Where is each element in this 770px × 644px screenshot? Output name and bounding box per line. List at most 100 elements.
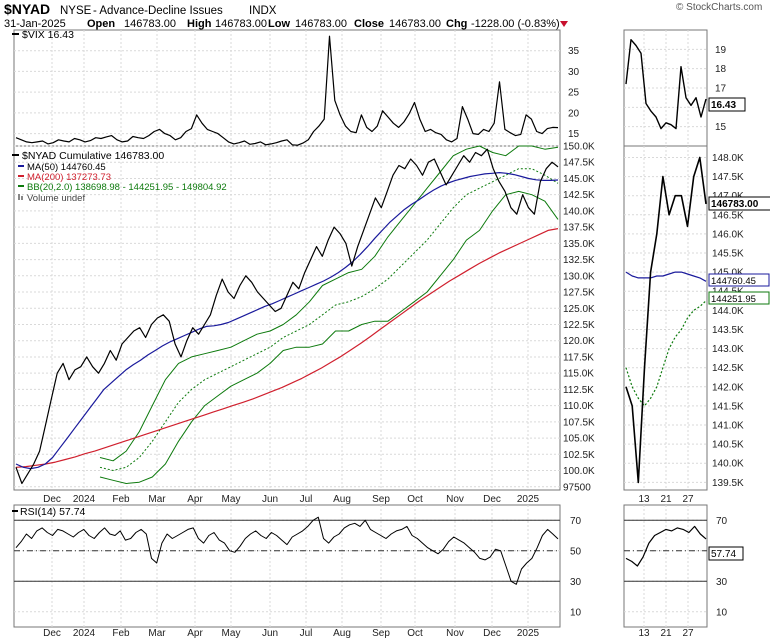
rsi-xtick-1: 2024 [73,628,96,639]
nyad-zoom-tick-12: 145.5K [712,249,744,260]
nyad-zoom-tick-6: 142.5K [712,363,744,374]
ma50-value-tag [708,273,770,287]
nyad-xtick-13: 2025 [517,494,540,505]
bb-value-tag [708,291,770,305]
nyad-tick-6: 112.5K [563,385,594,396]
nyad-zoom-tick-3: 141.0K [712,421,744,432]
nyad-tick-0: 97500 [563,482,591,493]
rsiZ-xtick-0: 13 [638,628,650,639]
legend-bb-label: BB(20,2.0) 138698.98 - 144251.95 - 14980… [27,182,227,193]
watermark: © StockCharts.com [676,2,762,13]
nyad-xtick-12: Dec [483,494,501,505]
close-value: 146783.00 [389,18,441,30]
nyad-tick-12: 127.5K [563,288,595,299]
ma50-zoom-line [625,271,707,282]
nyad-value-tag-text: 146783.00 [711,199,759,210]
rsi-xtick-0: Dec [43,628,61,639]
ma200-line [15,228,559,468]
panel-frame-rsi [13,504,561,628]
bb-middle-zoom-line [625,300,707,407]
nyad-tick-4: 107.5K [563,417,595,428]
nyad-xtick-11: Nov [446,494,464,505]
legend-ma50-label: MA(50) 144760.45 [27,162,106,173]
legend-nyad-label: $NYAD Cumulative 146783.00 [22,150,164,162]
legend-nyad: $NYAD Cumulative 146783.00 MA(50) 144760… [12,150,227,204]
rsi-zoom-tick-1: 30 [716,577,728,588]
bb-middle-line [99,168,559,471]
symbol-label: $NYAD [4,1,50,17]
down-arrow-icon [560,21,568,27]
rsi-xtick-9: Sep [372,628,390,639]
vix-tick-0: 15 [568,129,580,140]
axis-labels: 1520253035151617181997500100.0K102.5K105… [43,45,744,639]
legend-rsi-label: RSI(14) 57.74 [20,506,86,518]
index-tag: INDX [249,5,277,17]
nyad-tick-8: 117.5K [563,352,594,363]
nyad-xtick-0: Dec [43,494,61,505]
nyad-price-line [15,148,559,485]
nyad-tick-2: 102.5K [563,450,595,461]
high-label: High [187,18,212,30]
vix-zoom-tick-3: 18 [715,64,727,75]
nyadZ-xtick-2: 27 [682,494,694,505]
rsi-xtick-13: 2025 [517,628,540,639]
nyadZ-xtick-0: 13 [638,494,650,505]
panel-frame-vix [13,29,561,147]
rsi-xtick-5: May [222,628,241,639]
rsi-zoom-line [625,525,707,567]
bb-lower-line [99,190,559,484]
vix-tick-4: 35 [568,46,580,57]
nyad-zoom-price-line [625,156,707,484]
nyad-xtick-5: May [222,494,241,505]
nyad-xtick-8: Aug [333,494,351,505]
ma50-line [15,172,559,470]
legend-volume-swatch [18,194,20,200]
rsi-value-tag [708,546,744,561]
vix-line [15,35,559,146]
nyad-zoom-tick-13: 146.0K [712,229,744,240]
rsi-zoom-tick-3: 70 [716,516,728,527]
nyad-xtick-4: Apr [187,494,203,505]
nyad-zoom-tick-14: 146.5K [712,210,744,221]
rsiZ-xtick-2: 27 [682,628,694,639]
nyad-value-tag [708,196,770,211]
rsi-xtick-12: Dec [483,628,501,639]
chart-header: $NYAD NYSE - Advance-Decline Issues INDX… [4,1,762,30]
chg-label: Chg [446,18,467,30]
nyad-xtick-9: Sep [372,494,390,505]
nyad-tick-9: 120.0K [563,336,595,347]
legend-nyad-swatch [12,154,19,156]
rsi-xtick-2: Feb [112,628,130,639]
nyad-zoom-tick-8: 143.5K [712,325,744,336]
value-tags: 16.43 146783.00 144760.45 144251.95 57.7… [708,97,770,561]
legend-vix: $VIX 16.43 [12,29,74,41]
nyad-zoom-tick-17: 148.0K [712,153,744,164]
nyad-xtick-2: Feb [112,494,130,505]
rsi-xtick-8: Aug [333,628,351,639]
nyad-zoom-tick-16: 147.5K [712,172,744,183]
nyad-tick-19: 145.0K [563,174,595,185]
rsi-xtick-11: Nov [446,628,464,639]
description-label: - Advance-Decline Issues [93,5,223,17]
nyad-zoom-tick-7: 143.0K [712,344,744,355]
open-value: 146783.00 [124,18,176,30]
legend-ma200-swatch [18,175,24,177]
nyad-xtick-1: 2024 [73,494,96,505]
legend-vix-swatch [12,33,19,35]
nyad-tick-18: 142.5K [563,190,595,201]
nyad-xtick-10: Oct [407,494,423,505]
rsi-tick-1: 30 [570,577,582,588]
vix-tick-3: 30 [568,67,580,78]
vix-zoom-tick-0: 15 [715,122,727,133]
nyad-zoom-tick-2: 140.5K [712,440,744,451]
chg-value: -1228.00 (-0.83%) [471,18,560,30]
nyad-tick-3: 105.0K [563,434,595,445]
nyadZ-xtick-1: 21 [660,494,672,505]
rsiZ-xtick-1: 21 [660,628,672,639]
rsi-tick-2: 50 [570,546,582,557]
legend-ma50-swatch [18,165,24,167]
vix-value-tag-text: 16.43 [711,100,736,111]
bb-value-tag-text: 144251.95 [711,294,756,305]
